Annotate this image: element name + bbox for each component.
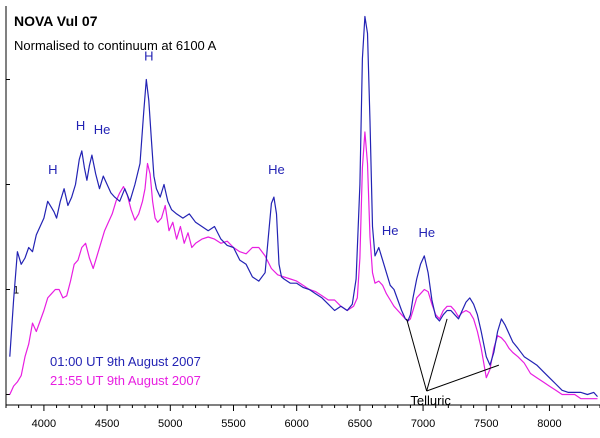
x-tick-label: 7000 xyxy=(411,418,435,430)
telluric-pointer-group xyxy=(406,318,500,392)
legend-entry-series-1: 01:00 UT 9th August 2007 xyxy=(50,354,201,369)
x-tick-label: 8000 xyxy=(537,418,561,430)
x-tick-label: 4000 xyxy=(32,418,56,430)
telluric-pointer-line xyxy=(426,364,500,392)
series-line-2 xyxy=(9,131,598,400)
annotation-label: He xyxy=(94,122,111,137)
x-tick-label: 7500 xyxy=(474,418,498,430)
x-tick-label: 5000 xyxy=(158,418,182,430)
legend-entry-series-2: 21:55 UT 9th August 2007 xyxy=(50,373,201,388)
legend: 01:00 UT 9th August 2007 21:55 UT 9th Au… xyxy=(50,354,201,388)
series-line-1 xyxy=(9,15,598,398)
annotation-label: He xyxy=(419,225,436,240)
chart-title: NOVA Vul 07 xyxy=(14,13,98,29)
x-tick-label: 6500 xyxy=(348,418,372,430)
telluric-pointer-line xyxy=(426,318,448,392)
annotation-label: H xyxy=(144,49,153,64)
x-tick-label: 5500 xyxy=(221,418,245,430)
x-tick-group: 4000 4500 5000 5500 6000 6500 7000 7500 8000 xyxy=(5,405,600,430)
telluric-pointer-line xyxy=(406,318,428,392)
series-group xyxy=(9,15,598,400)
x-tick-label: 4500 xyxy=(95,418,119,430)
chart-subtitle: Normalised to continuum at 6100 A xyxy=(14,38,217,53)
x-tick-label: 6000 xyxy=(284,418,308,430)
y-tick-group: 1 xyxy=(6,79,19,395)
annotation-label: H xyxy=(76,118,85,133)
annotation-label: Telluric xyxy=(410,393,451,408)
annotation-label: H xyxy=(48,162,57,177)
annotation-label: He xyxy=(382,223,399,238)
y-tick-label: 1 xyxy=(13,285,19,297)
annotation-label: He xyxy=(268,162,285,177)
